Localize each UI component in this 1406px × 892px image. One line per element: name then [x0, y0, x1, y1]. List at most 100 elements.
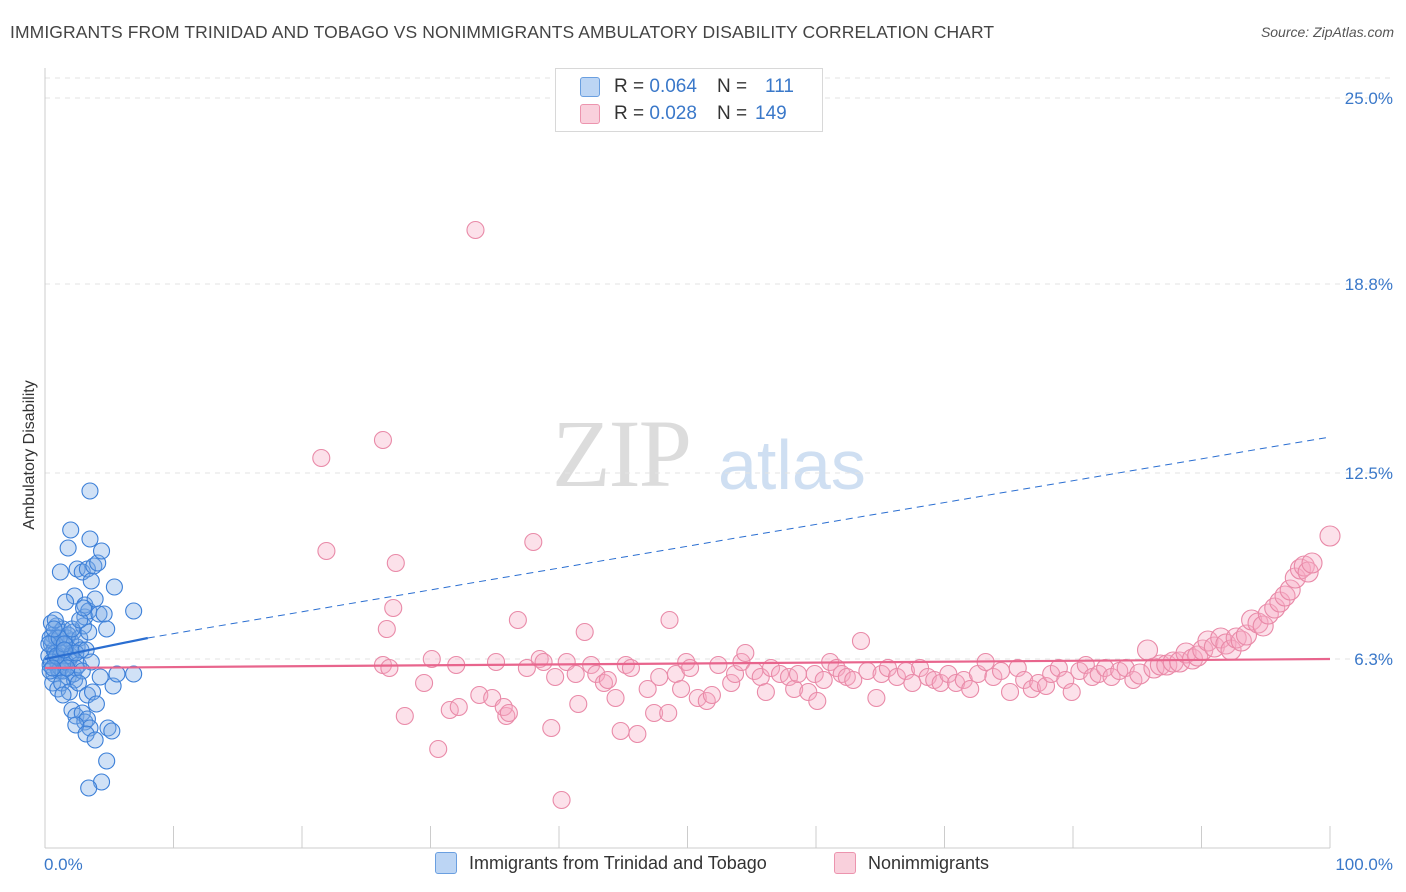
data-point-nonimmigrants	[788, 664, 808, 684]
data-point-nonimmigrants	[546, 667, 565, 687]
data-point-nonimmigrants	[386, 553, 405, 573]
nonimmigrants-points	[312, 220, 1341, 810]
data-point-nonimmigrants	[659, 703, 678, 723]
data-point-immigrants	[98, 752, 116, 770]
data-point-nonimmigrants	[377, 619, 396, 639]
data-point-nonimmigrants	[429, 739, 448, 759]
data-point-nonimmigrants	[575, 622, 594, 642]
data-point-nonimmigrants	[566, 664, 585, 684]
data-point-immigrants	[92, 542, 111, 560]
legend-r-label: R =	[614, 76, 645, 97]
data-point-nonimmigrants	[1000, 682, 1020, 702]
legend-n-value: 111	[765, 76, 794, 97]
data-point-immigrants	[57, 593, 75, 611]
trend-line-nonimmigrants	[44, 657, 1331, 670]
data-point-immigrants	[105, 578, 123, 596]
data-point-nonimmigrants	[785, 679, 804, 699]
data-point-nonimmigrants	[486, 652, 506, 672]
data-point-immigrants	[108, 665, 126, 683]
data-point-nonimmigrants	[415, 673, 434, 693]
data-point-nonimmigrants	[542, 718, 561, 738]
data-point-immigrants	[86, 731, 104, 749]
data-point-nonimmigrants	[422, 649, 441, 669]
data-point-nonimmigrants	[384, 598, 403, 618]
data-point-immigrants	[125, 602, 143, 620]
legend-row-immigrants: R = 0.064 N = 111	[580, 75, 794, 99]
series-legend: Immigrants from Trinidad and Tobago Noni…	[0, 852, 1406, 878]
y-tick-label: 12.5%	[1345, 464, 1393, 483]
immigrants-points	[40, 482, 143, 797]
data-point-nonimmigrants	[681, 658, 700, 678]
data-point-nonimmigrants	[805, 664, 824, 684]
legend-item-immigrants: Immigrants from Trinidad and Tobago	[435, 852, 767, 874]
axes	[44, 68, 1331, 849]
legend-swatch-blue	[580, 77, 600, 97]
data-point-immigrants	[82, 572, 100, 590]
legend-swatch-pink	[834, 852, 856, 874]
data-point-nonimmigrants	[709, 655, 728, 675]
data-point-immigrants	[91, 668, 109, 686]
legend-row-nonimmigrants: R = 0.028 N = 149	[580, 102, 787, 126]
data-point-nonimmigrants	[380, 658, 399, 678]
trend-line-immigrants	[44, 636, 149, 661]
data-point-immigrants	[46, 611, 64, 629]
data-point-nonimmigrants	[867, 688, 886, 708]
x-tick-label: 100.0%	[1335, 855, 1393, 874]
data-point-immigrants	[95, 605, 113, 623]
data-point-nonimmigrants	[736, 643, 755, 663]
data-point-nonimmigrants	[851, 631, 871, 651]
data-point-immigrants	[62, 521, 80, 539]
data-point-nonimmigrants	[557, 652, 576, 672]
data-point-nonimmigrants	[499, 703, 518, 723]
data-point-nonimmigrants	[466, 220, 485, 240]
data-point-nonimmigrants	[1036, 676, 1056, 696]
data-point-nonimmigrants	[598, 670, 617, 690]
data-point-immigrants	[64, 665, 82, 683]
data-point-nonimmigrants	[569, 694, 588, 714]
legend-r-value: 0.028	[649, 103, 697, 124]
data-point-immigrants	[68, 560, 86, 578]
data-point-immigrants	[87, 695, 105, 713]
legend-swatch-blue	[435, 852, 457, 874]
data-point-nonimmigrants	[606, 688, 625, 708]
data-point-immigrants	[125, 665, 143, 683]
data-point-nonimmigrants	[697, 691, 716, 711]
data-point-immigrants	[41, 629, 59, 647]
legend-n-value: 149	[755, 103, 787, 124]
data-point-nonimmigrants	[1062, 682, 1081, 702]
data-point-nonimmigrants	[524, 532, 543, 552]
data-point-nonimmigrants	[645, 703, 664, 723]
legend-r-value: 0.064	[649, 76, 697, 97]
data-point-immigrants	[55, 635, 73, 653]
trend-line-immigrants-extension	[147, 436, 1331, 639]
data-point-nonimmigrants	[702, 685, 721, 705]
legend-r-label: R =	[614, 103, 645, 124]
data-point-nonimmigrants	[1252, 615, 1274, 637]
data-point-nonimmigrants	[621, 658, 641, 678]
data-point-immigrants	[81, 482, 99, 500]
data-point-immigrants	[80, 779, 98, 797]
data-point-nonimmigrants	[638, 679, 657, 699]
data-point-nonimmigrants	[722, 673, 741, 693]
chart-title: IMMIGRANTS FROM TRINIDAD AND TOBAGO VS N…	[10, 22, 995, 42]
data-point-nonimmigrants	[844, 670, 863, 690]
data-point-nonimmigrants	[317, 541, 336, 561]
legend-n-label: N =	[716, 103, 748, 124]
data-point-immigrants	[77, 725, 95, 743]
data-point-nonimmigrants	[887, 667, 907, 687]
y-tick-label: 18.8%	[1345, 275, 1393, 294]
data-point-nonimmigrants	[903, 673, 922, 693]
data-point-immigrants	[69, 674, 87, 692]
legend-label-nonimmigrants: Nonimmigrants	[868, 852, 990, 873]
data-point-nonimmigrants	[1129, 663, 1151, 685]
data-point-nonimmigrants	[832, 664, 851, 684]
watermark-atlas: atlas	[718, 426, 866, 504]
data-point-immigrants	[40, 635, 58, 653]
data-point-immigrants	[75, 599, 93, 617]
data-point-immigrants	[98, 620, 116, 638]
data-point-nonimmigrants	[373, 430, 393, 450]
source-label: Source: ZipAtlas.com	[1260, 24, 1394, 40]
data-point-nonimmigrants	[449, 697, 468, 717]
watermark-zip: ZIP	[552, 400, 692, 507]
